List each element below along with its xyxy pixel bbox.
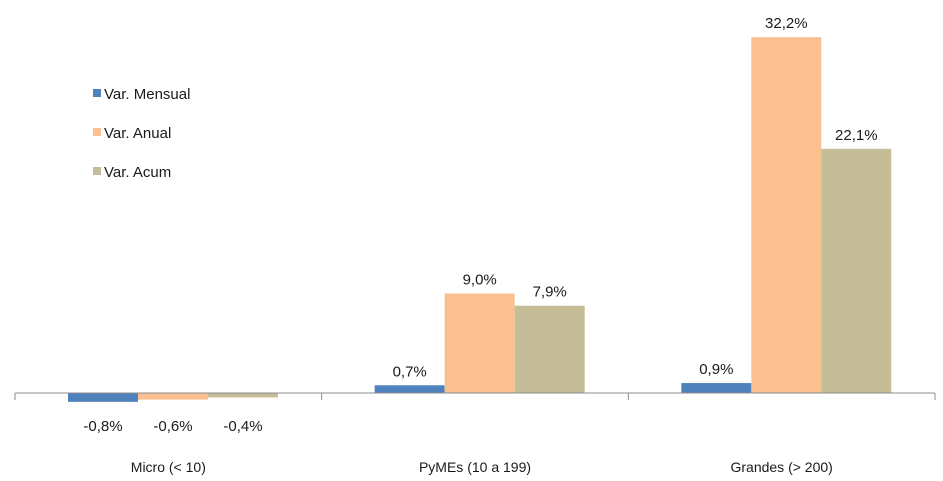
bars-layer [68,37,892,402]
legend-swatch [93,167,101,175]
data-label: 22,1% [835,127,878,144]
category-label: PyMEs (10 a 199) [419,459,531,475]
data-label: 0,7% [393,363,427,380]
bar-var-acum-2 [821,148,892,393]
category-label: Grandes (> 200) [730,459,832,475]
legend-swatch [93,128,101,136]
category-label: Micro (< 10) [131,459,206,475]
legend-swatch [93,89,101,97]
legend-label: Var. Anual [104,125,171,142]
data-label: 9,0% [463,272,497,289]
bar-var-mensual-2 [681,383,752,393]
bar-var-anual-1 [444,293,515,393]
data-label: 0,9% [699,361,733,378]
data-label: 32,2% [765,15,808,32]
bar-var-anual-0 [138,393,208,400]
legend: Var. Mensual Var. Anual Var. Acum [93,86,190,181]
bar-var-acum-0 [208,393,278,398]
x-axis [14,392,936,400]
legend-label: Var. Acum [104,164,171,181]
category-labels-layer: Micro (< 10) PyMEs (10 a 199) Grandes (> 2… [131,459,833,475]
data-label: -0,4% [223,418,262,435]
data-label: -0,6% [153,418,192,435]
data-label: -0,8% [83,418,122,435]
data-labels-layer: -0,8% -0,6% -0,4% 0,7% 9,0% 7,9% 0,9% 32,2% 22,1… [83,15,877,435]
data-label: 7,9% [533,284,567,301]
bar-var-mensual-0 [68,393,138,402]
legend-label: Var. Mensual [104,86,190,103]
bar-var-anual-2 [751,37,822,393]
bar-var-mensual-1 [374,385,445,393]
bar-var-acum-1 [514,305,585,393]
